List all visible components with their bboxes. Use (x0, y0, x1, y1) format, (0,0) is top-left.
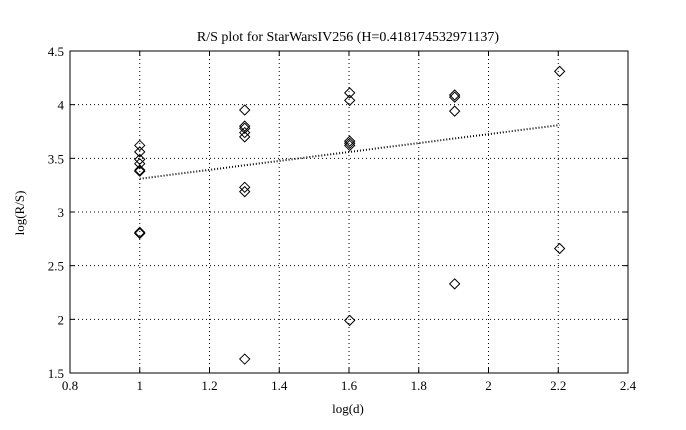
data-point (343, 137, 356, 150)
data-point (239, 126, 251, 139)
data-point (239, 181, 251, 194)
chart-title: R/S plot for StarWarsIV256 (H=0.41817453… (197, 30, 500, 45)
x-tick-label: 1.2 (201, 378, 217, 393)
data-point (239, 122, 251, 134)
y-tick-label: 4 (58, 98, 65, 113)
data-point (134, 165, 146, 177)
data-point (134, 227, 146, 240)
x-tick-label: 2 (485, 378, 492, 393)
y-tick-labels: 1.5 2 2.5 3 3.5 4 4.5 (48, 44, 65, 381)
data-point (239, 185, 251, 198)
tick-marks (69, 50, 629, 374)
data-point (553, 242, 566, 255)
data-point (134, 157, 146, 170)
x-tick-label: 2.4 (620, 378, 637, 393)
x-tick-label: 1.8 (411, 378, 427, 393)
y-tick-label: 2 (58, 312, 65, 327)
data-point (448, 91, 461, 103)
grid-lines (70, 51, 628, 373)
x-tick-label: 2.2 (550, 378, 566, 393)
data-point (134, 139, 146, 152)
x-tick-label: 0.8 (62, 378, 78, 393)
data-point (134, 226, 146, 239)
data-point (239, 120, 251, 132)
x-tick-labels: 0.8 1 1.2 1.4 1.6 1.8 2 2.2 2.4 (62, 378, 637, 393)
data-point (239, 353, 251, 365)
y-tick-label: 4.5 (48, 44, 64, 59)
x-tick-label: 1.6 (341, 378, 358, 393)
y-tick-label: 1.5 (48, 366, 64, 381)
data-markers (134, 65, 566, 365)
data-point (239, 104, 251, 116)
data-point (448, 89, 461, 101)
data-point (134, 153, 146, 166)
data-point (343, 135, 356, 147)
y-axis-label: log(R/S) (12, 191, 27, 236)
data-point (343, 314, 356, 327)
data-point (134, 146, 146, 158)
x-tick-label: 1.4 (271, 378, 288, 393)
data-point (553, 65, 566, 78)
y-tick-label: 3 (58, 205, 65, 220)
data-point (343, 87, 356, 99)
x-axis-label: log(d) (332, 401, 364, 416)
data-point (343, 139, 356, 152)
x-tick-label: 1 (137, 378, 144, 393)
y-tick-label: 2.5 (48, 259, 64, 274)
data-point (134, 164, 146, 176)
data-point (239, 131, 251, 143)
y-tick-label: 3.5 (48, 151, 64, 166)
data-point (448, 105, 461, 117)
data-point (343, 94, 356, 107)
data-point (448, 278, 461, 290)
